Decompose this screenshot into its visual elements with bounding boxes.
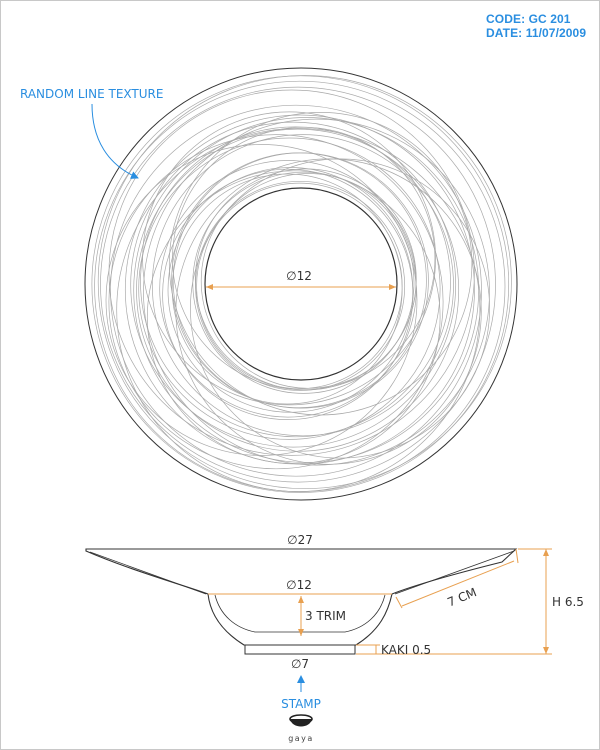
slope-extension-line-bottom: [395, 596, 403, 609]
height-label: H 6.5: [552, 595, 584, 609]
depth-label: 3 TRIM: [305, 609, 346, 623]
base-diameter-label: ∅7: [291, 657, 309, 671]
texture-ring: [130, 121, 457, 448]
date-label: DATE: 11/07/2009: [486, 26, 587, 40]
side-view: ∅27 ∅12 3 TRIM 7 CM H 6.5 KAKI 0.5 ∅7: [85, 533, 584, 671]
inner-diameter-label: ∅12: [286, 269, 312, 283]
texture-ring: [168, 112, 473, 416]
inner-diameter-arrow-left: [206, 284, 213, 290]
slope-extension-line-top: [515, 548, 519, 564]
texture-ring: [175, 158, 482, 465]
texture-ring: [108, 134, 444, 470]
random-line-texture: [91, 75, 512, 493]
profile-inner-rim-line-right: [394, 550, 515, 595]
plate-inner-well: [204, 187, 398, 381]
well-diameter-label: ∅12: [286, 578, 312, 592]
base-thickness-label: KAKI 0.5: [381, 643, 431, 657]
texture-ring: [138, 137, 441, 440]
texture-ring: [142, 111, 436, 406]
depth-arrow-top: [298, 596, 304, 603]
texture-callout-leader: [91, 103, 139, 179]
profile-inner-rim-line: [89, 551, 207, 595]
code-label: CODE: GC 201: [486, 12, 571, 26]
stamp-callout: STAMP gaya: [281, 675, 321, 743]
slope-label: 7 CM: [445, 585, 478, 609]
plate-outer-rim: [84, 67, 518, 501]
texture-ring: [190, 158, 490, 459]
stamp-brand: gaya: [288, 734, 314, 743]
texture-ring: [105, 144, 418, 456]
texture-ring: [97, 75, 512, 490]
texture-callout-label: RANDOM LINE TEXTURE: [20, 87, 163, 101]
texture-ring: [143, 118, 490, 466]
texture-ring: [116, 128, 481, 492]
gaya-logo-icon: [289, 714, 313, 727]
texture-ring: [140, 126, 451, 438]
texture-ring: [172, 126, 436, 391]
top-view: ∅12 RANDOM LINE TEXTURE: [20, 67, 518, 501]
texture-ring: [172, 152, 429, 409]
depth-arrow-bottom: [298, 629, 304, 636]
inner-diameter-arrow-right: [389, 284, 396, 290]
texture-ring: [108, 89, 475, 456]
texture-ring: [162, 168, 414, 420]
plate-foot: [244, 644, 356, 655]
texture-ring: [100, 86, 496, 483]
texture-ring: [110, 104, 482, 477]
stamp-label: STAMP: [281, 697, 321, 711]
height-arrow-top: [543, 549, 549, 556]
height-arrow-bottom: [543, 647, 549, 654]
texture-ring: [195, 180, 406, 391]
texture-ring: [124, 114, 475, 465]
slope-dimension-line: [401, 560, 515, 607]
texture-ring: [196, 182, 403, 390]
texture-ring: [151, 134, 454, 437]
outer-diameter-label: ∅27: [287, 533, 313, 547]
